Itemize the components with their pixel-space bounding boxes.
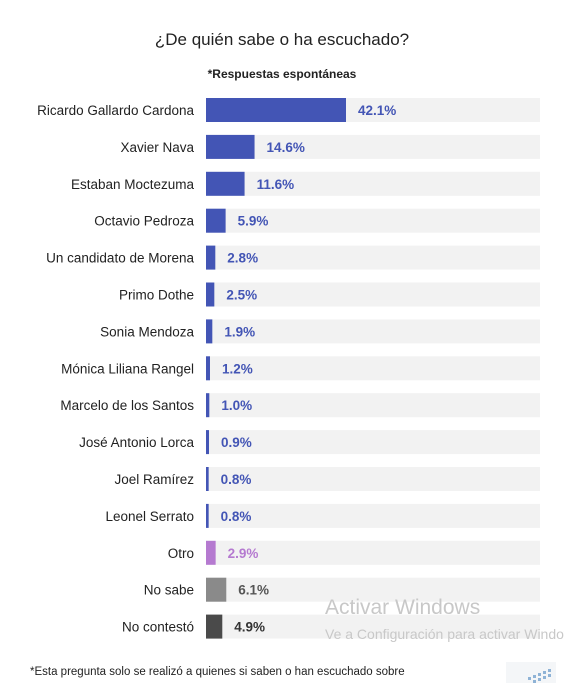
- category-label: Marcelo de los Santos: [60, 398, 194, 413]
- data-label: 0.8%: [221, 509, 252, 524]
- activation-watermark-subtitle: Ve a Configuración para activar Windows.: [325, 626, 564, 642]
- bar: [206, 540, 216, 565]
- category-label: José Antonio Lorca: [79, 435, 194, 450]
- bar-track: [206, 134, 540, 159]
- bar: [206, 98, 346, 122]
- bar: [206, 467, 209, 491]
- bar-track: [206, 430, 540, 455]
- data-label: 0.8%: [221, 472, 252, 487]
- bar: [206, 393, 210, 418]
- category-label: Sonia Mendoza: [100, 324, 194, 339]
- data-label: 1.0%: [221, 398, 252, 413]
- logo-graphic-icon: [528, 669, 551, 683]
- chart-subtitle: *Respuestas espontáneas: [207, 67, 357, 81]
- data-label: 5.9%: [238, 214, 269, 229]
- category-label: Octavio Pedroza: [94, 214, 194, 229]
- category-label: Otro: [168, 546, 194, 561]
- data-label: 6.1%: [238, 583, 269, 598]
- bar: [206, 208, 226, 233]
- data-label: 0.9%: [221, 435, 252, 450]
- data-label: 4.9%: [234, 620, 265, 635]
- footnote: *Esta pregunta solo se realizó a quienes…: [30, 666, 405, 678]
- category-label: Un candidato de Morena: [46, 251, 194, 266]
- bar-track: [206, 540, 540, 565]
- category-label: No contestó: [122, 620, 194, 635]
- bar-track: [206, 208, 540, 233]
- bar: [206, 503, 209, 528]
- data-label: 14.6%: [267, 140, 305, 155]
- bar-track: [206, 577, 540, 602]
- bar: [206, 577, 227, 602]
- bar-track: [206, 171, 540, 196]
- category-label: Mónica Liliana Rangel: [61, 361, 194, 376]
- data-label: 2.9%: [228, 546, 259, 561]
- category-label: No sabe: [144, 583, 194, 598]
- bar-track: [206, 503, 540, 528]
- category-label: Joel Ramírez: [114, 472, 194, 487]
- bar: [206, 319, 213, 344]
- category-label: Ricardo Gallardo Cardona: [37, 103, 194, 118]
- data-label: 2.8%: [227, 251, 258, 266]
- data-label: 42.1%: [358, 103, 396, 118]
- bar: [206, 614, 223, 639]
- category-label: Xavier Nava: [120, 140, 194, 155]
- bar: [206, 356, 210, 381]
- bar-chart: Ricardo Gallardo Cardona 42.1% Xavier Nava…: [37, 98, 540, 639]
- bar-track: [206, 245, 540, 270]
- data-label: 11.6%: [257, 177, 295, 192]
- bar-track: [206, 282, 540, 307]
- data-label: 1.9%: [224, 324, 255, 339]
- bar: [206, 430, 209, 455]
- bar-track: [206, 393, 540, 418]
- category-label: Primo Dothe: [119, 288, 194, 303]
- bar-track: [206, 319, 540, 344]
- corner-logo: [506, 662, 556, 683]
- bar-track: [206, 614, 540, 639]
- bar: [206, 245, 216, 270]
- data-label: 1.2%: [222, 361, 253, 376]
- activation-watermark-title: Activar Windows: [325, 596, 481, 619]
- bar-track: [206, 467, 540, 491]
- bar-track: [206, 356, 540, 381]
- bar: [206, 282, 215, 307]
- category-label: Leonel Serrato: [105, 509, 194, 524]
- data-label: 2.5%: [226, 288, 257, 303]
- bar: [206, 134, 255, 159]
- category-label: Estaban Moctezuma: [71, 177, 195, 192]
- chart-title: ¿De quién sabe o ha escuchado?: [154, 30, 410, 49]
- bar: [206, 171, 245, 196]
